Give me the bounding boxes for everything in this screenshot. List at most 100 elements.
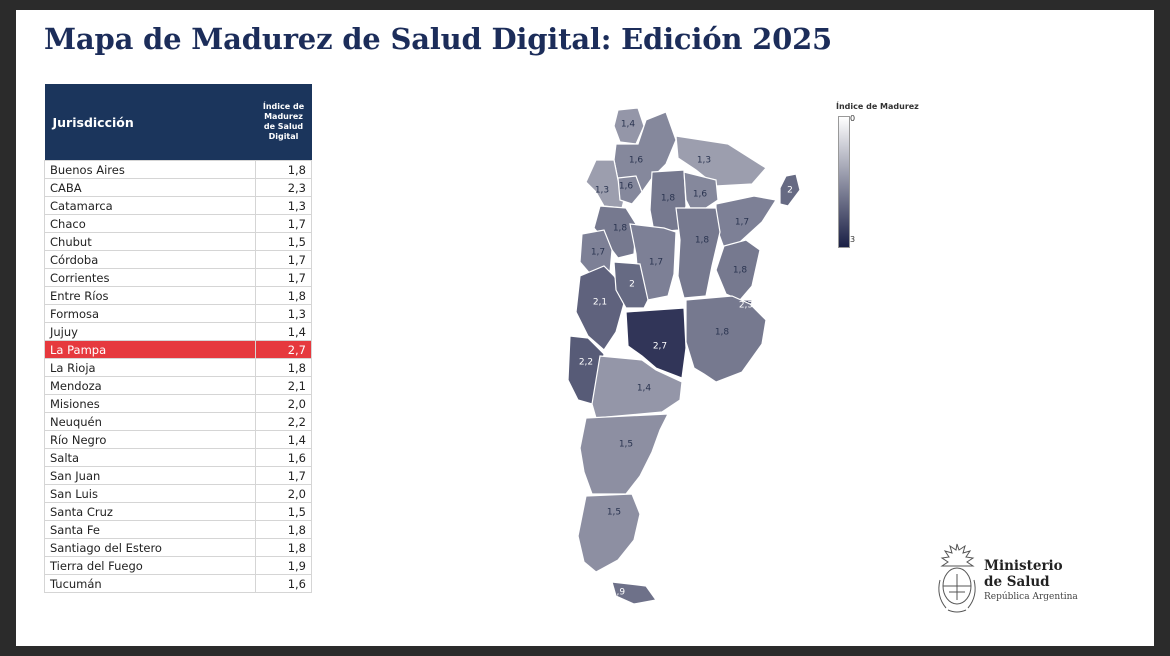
province-mendoza bbox=[575, 265, 627, 351]
province-label-misiones: 2 bbox=[787, 186, 793, 196]
province-tucuman bbox=[617, 175, 643, 205]
province-label-buenos-aires: 1,8 bbox=[715, 328, 730, 338]
province-label-santa-fe: 1,8 bbox=[695, 236, 710, 246]
jurisdiction-cell: Río Negro bbox=[44, 430, 256, 449]
jurisdiction-cell: Córdoba bbox=[44, 250, 256, 269]
jurisdiction-cell: Jujuy bbox=[44, 322, 256, 341]
table-row: La Rioja 1,8 bbox=[44, 358, 312, 377]
legend-title: Índice de Madurez bbox=[836, 102, 919, 111]
logo-line-2: de Salud bbox=[984, 574, 1050, 590]
table-body: Buenos Aires 1,8 CABA 2,3 Catamarca 1,3 Chaco 1… bbox=[44, 160, 312, 593]
index-cell: 1,7 bbox=[255, 250, 312, 269]
table-row: Tierra del Fuego 1,9 bbox=[44, 556, 312, 575]
index-cell: 2,2 bbox=[255, 412, 312, 431]
index-cell: 1,6 bbox=[255, 448, 312, 467]
province-tierra-del-fuego bbox=[611, 581, 658, 605]
province-san-luis bbox=[613, 261, 649, 309]
table-row: Corrientes 1,7 bbox=[44, 268, 312, 287]
jurisdiction-cell: Misiones bbox=[44, 394, 256, 413]
table-row: Formosa 1,3 bbox=[44, 304, 312, 323]
province-label-salta: 1,6 bbox=[629, 156, 644, 166]
ministry-logo: Ministerio de Salud República Argentina bbox=[934, 540, 1084, 616]
province-misiones bbox=[779, 173, 801, 207]
table-row: Santiago del Estero 1,8 bbox=[44, 538, 312, 557]
table-row: San Luis 2,0 bbox=[44, 484, 312, 503]
legend-min: 0 bbox=[850, 114, 856, 123]
jurisdiction-cell: Salta bbox=[44, 448, 256, 467]
index-cell: 1,4 bbox=[255, 430, 312, 449]
province-label-sgo-estero: 1,8 bbox=[661, 194, 676, 204]
index-cell: 1,8 bbox=[255, 286, 312, 305]
table-row: Tucumán 1,6 bbox=[44, 574, 312, 593]
province-formosa bbox=[675, 135, 767, 187]
province-label-formosa: 1,3 bbox=[697, 156, 711, 166]
province-label-neuquen: 2,2 bbox=[579, 358, 593, 368]
province-label-cordoba: 1,7 bbox=[649, 258, 663, 268]
province-chubut bbox=[579, 413, 669, 495]
jurisdiction-cell: Chaco bbox=[44, 214, 256, 233]
page-title: Mapa de Madurez de Salud Digital: Edició… bbox=[44, 22, 833, 56]
jurisdiction-cell: Santiago del Estero bbox=[44, 538, 256, 557]
table-row: Chaco 1,7 bbox=[44, 214, 312, 233]
legend-gradient bbox=[838, 116, 850, 248]
province-label-santa-cruz: 1,5 bbox=[607, 508, 621, 518]
index-cell: 1,6 bbox=[255, 574, 312, 593]
logo-line-3: República Argentina bbox=[984, 592, 1078, 602]
table-row: Santa Cruz 1,5 bbox=[44, 502, 312, 521]
argentina-map: 1,4 1,6 1,3 1,3 1,6 1,8 1,6 2 1,7 1,8 1,7 1,7 1,8 1,8… bbox=[567, 107, 801, 605]
index-cell: 1,8 bbox=[255, 358, 312, 377]
jurisdiction-cell: Tierra del Fuego bbox=[44, 556, 256, 575]
jurisdiction-cell: Santa Cruz bbox=[44, 502, 256, 521]
jurisdiction-cell: Buenos Aires bbox=[44, 160, 256, 179]
index-cell: 1,3 bbox=[255, 304, 312, 323]
table-row: Catamarca 1,3 bbox=[44, 196, 312, 215]
jurisdiction-cell: San Juan bbox=[44, 466, 256, 485]
index-cell: 2,7 bbox=[255, 340, 312, 359]
province-label-san-luis: 2 bbox=[629, 280, 635, 290]
jurisdiction-cell: Entre Ríos bbox=[44, 286, 256, 305]
province-santa-fe bbox=[675, 207, 721, 299]
province-label-caba: 2,3 bbox=[739, 301, 753, 311]
index-cell: 1,7 bbox=[255, 268, 312, 287]
table-row: Salta 1,6 bbox=[44, 448, 312, 467]
table-row: Entre Ríos 1,8 bbox=[44, 286, 312, 305]
table-row: Santa Fe 1,8 bbox=[44, 520, 312, 539]
index-cell: 1,8 bbox=[255, 538, 312, 557]
index-cell: 1,8 bbox=[255, 160, 312, 179]
province-label-entre-rios: 1,8 bbox=[733, 266, 748, 276]
table-row: La Pampa 2,7 bbox=[44, 340, 312, 359]
table-header-row: Jurisdicción Índice de Madurez de Salud … bbox=[44, 84, 312, 161]
table-row: CABA 2,3 bbox=[44, 178, 312, 197]
index-cell: 1,5 bbox=[255, 502, 312, 521]
province-label-tucuman: 1,6 bbox=[619, 182, 634, 192]
jurisdiction-cell: Corrientes bbox=[44, 268, 256, 287]
jurisdiction-cell: Tucumán bbox=[44, 574, 256, 593]
index-cell: 1,7 bbox=[255, 214, 312, 233]
header-jurisdiction: Jurisdicción bbox=[44, 84, 256, 161]
province-buenos-aires bbox=[685, 295, 767, 383]
province-label-tierra-del-fuego: 1,9 bbox=[611, 588, 626, 598]
index-cell: 2,1 bbox=[255, 376, 312, 395]
province-la-rioja bbox=[593, 205, 637, 259]
table-row: San Juan 1,7 bbox=[44, 466, 312, 485]
province-label-chaco: 1,6 bbox=[693, 190, 708, 200]
coat-of-arms-icon bbox=[938, 543, 976, 613]
table-row: Córdoba 1,7 bbox=[44, 250, 312, 269]
province-label-la-rioja: 1,8 bbox=[613, 224, 628, 234]
province-label-jujuy: 1,4 bbox=[621, 120, 636, 130]
legend-max: 3 bbox=[850, 235, 856, 244]
index-cell: 1,5 bbox=[255, 232, 312, 251]
province-la-pampa bbox=[625, 307, 687, 379]
jurisdiction-cell: Catamarca bbox=[44, 196, 256, 215]
table-row: Jujuy 1,4 bbox=[44, 322, 312, 341]
index-cell: 1,3 bbox=[255, 196, 312, 215]
index-cell: 2,3 bbox=[255, 178, 312, 197]
maturity-table: Jurisdicción Índice de Madurez de Salud … bbox=[44, 84, 312, 593]
index-cell: 1,9 bbox=[255, 556, 312, 575]
logo-line-1: Ministerio bbox=[984, 558, 1063, 574]
header-index: Índice de Madurez de Salud Digital bbox=[255, 84, 312, 161]
jurisdiction-cell: Chubut bbox=[44, 232, 256, 251]
province-santa-cruz bbox=[577, 493, 641, 573]
table-row: Buenos Aires 1,8 bbox=[44, 160, 312, 179]
table-row: Neuquén 2,2 bbox=[44, 412, 312, 431]
